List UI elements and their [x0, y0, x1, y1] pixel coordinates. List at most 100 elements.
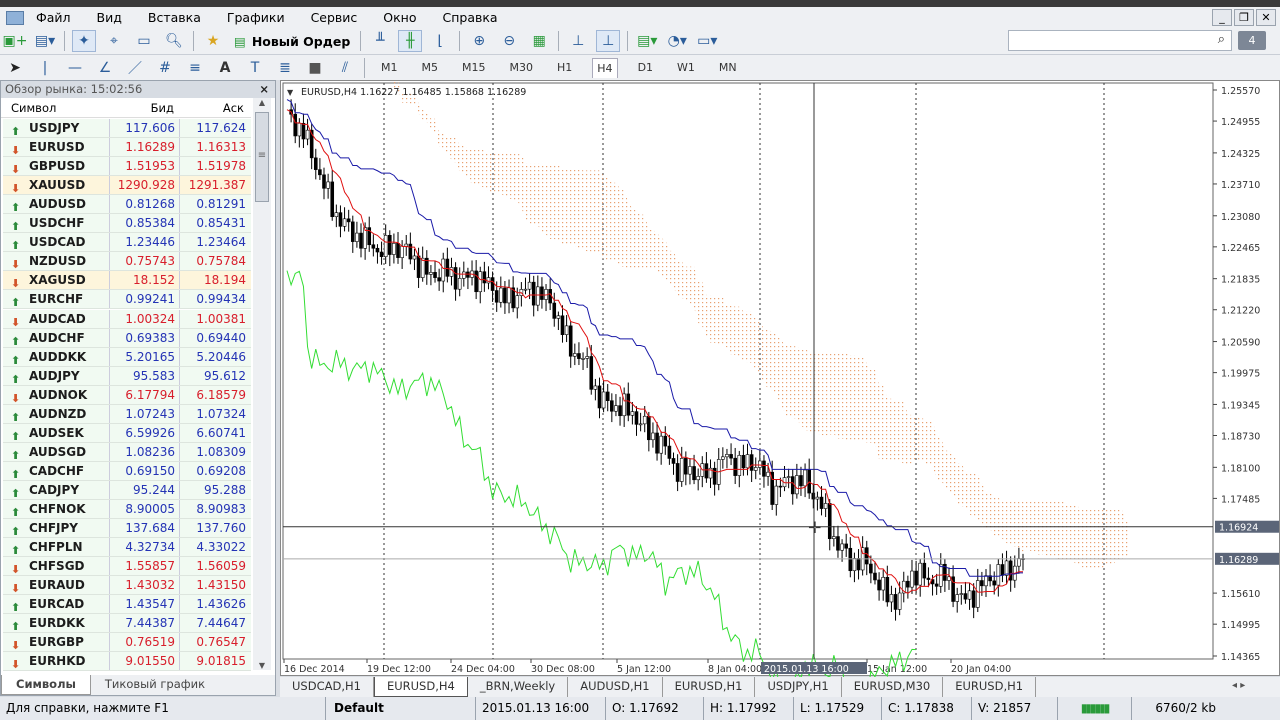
strategy-tester-icon[interactable]: 🔍︎ [165, 33, 183, 49]
candlestick-chart-icon[interactable]: ╫ [398, 30, 423, 52]
market-watch-row[interactable]: ⬇ EURAUD 1.43032 1.43150 [3, 576, 251, 596]
new-chart-icon[interactable]: ▣+ [2, 33, 28, 49]
tf-mn[interactable]: MN [718, 61, 737, 74]
chart-tab[interactable]: USDJPY,H1 [755, 677, 842, 697]
tf-m30[interactable]: M30 [509, 61, 534, 74]
market-watch-row[interactable]: ⬇ GBPUSD 1.51953 1.51978 [3, 157, 251, 177]
market-watch-row[interactable]: ⬆ USDJPY 117.606 117.624 [3, 119, 251, 138]
new-order-button[interactable]: ▤ Новый Ордер [234, 34, 350, 49]
text-label-icon[interactable]: T [250, 59, 260, 76]
tf-w1[interactable]: W1 [677, 61, 695, 74]
horizontal-line-icon[interactable]: — [68, 59, 82, 76]
market-watch-row[interactable]: ⬆ CADCHF 0.69150 0.69208 [3, 461, 251, 481]
market-watch-row[interactable]: ⬆ CHFPLN 4.32734 4.33022 [3, 538, 251, 558]
market-watch-row[interactable]: ⬆ AUDJPY 95.583 95.612 [3, 366, 251, 386]
market-watch-row[interactable]: ⬆ AUDSEK 6.59926 6.60741 [3, 423, 251, 443]
zoom-out-icon[interactable]: ⊖ [503, 33, 516, 49]
tf-h4[interactable]: H4 [592, 57, 618, 78]
market-watch-row[interactable]: ⬇ CHFSGD 1.55857 1.56059 [3, 557, 251, 577]
bar-chart-icon[interactable]: ╨ [376, 33, 385, 49]
tab-scroll-arrows-icon[interactable]: ◂ ▸ [1232, 680, 1246, 691]
menu-help[interactable]: Справка [442, 10, 498, 25]
arrows-icon[interactable]: ≣ [279, 59, 291, 76]
navigator-icon[interactable]: ▭ [137, 33, 151, 49]
chart-tab[interactable]: EURUSD,H1 [663, 677, 756, 697]
channel-icon[interactable]: # [159, 59, 171, 76]
text-icon[interactable]: A [219, 59, 231, 76]
data-window-icon[interactable]: ⌖ [110, 33, 118, 49]
menu-file[interactable]: Файл [36, 10, 71, 25]
tf-m5[interactable]: M5 [421, 61, 439, 74]
scroll-up-icon[interactable]: ▲ [258, 98, 266, 107]
equidistant-icon[interactable]: ⫽ [341, 59, 349, 76]
cursor-icon[interactable]: ➤ [9, 59, 21, 76]
tf-h1[interactable]: H1 [557, 61, 573, 74]
trendline-icon[interactable]: ／ [128, 60, 142, 77]
periods-clock-icon[interactable]: ◔▾ [667, 33, 687, 49]
chart-window[interactable]: 1.25570 1.24955 1.24325 1.23710 1.23080 1.224… [280, 79, 1280, 703]
chart-tab[interactable]: AUDUSD,H1 [568, 677, 663, 697]
market-watch-row[interactable]: ⬆ AUDSGD 1.08236 1.08309 [3, 442, 251, 462]
search-icon[interactable]: ⌕ [1217, 32, 1225, 47]
close-icon[interactable]: × [259, 82, 269, 96]
profiles-icon[interactable]: ▤▾ [34, 33, 56, 49]
chart-shift-icon[interactable]: ⊥ [572, 33, 585, 49]
price-chart[interactable]: 1.25570 1.24955 1.24325 1.23710 1.23080 1.224… [281, 79, 1280, 703]
market-watch-row[interactable]: ⬆ USDCHF 0.85384 0.85431 [3, 214, 251, 234]
messages-button[interactable]: 4 [1238, 31, 1266, 50]
market-watch-row[interactable]: ⬆ EURDKK 7.44387 7.44647 [3, 614, 251, 634]
indicators-icon[interactable]: ▤▾ [637, 33, 658, 49]
fibonacci-icon[interactable]: ≡ [189, 59, 201, 76]
chart-tab[interactable]: EURUSD,H1 [943, 677, 1037, 697]
market-watch-row[interactable]: ⬆ AUDCHF 0.69383 0.69440 [3, 328, 251, 348]
market-watch-row[interactable]: ⬆ CHFNOK 8.90005 8.90983 [3, 500, 251, 519]
market-watch-icon[interactable]: ✦ [72, 30, 96, 52]
angle-icon[interactable]: ∠ [98, 59, 112, 76]
menu-tools[interactable]: Сервис [310, 10, 358, 25]
restore-button[interactable]: ❐ [1234, 9, 1254, 26]
market-watch-row[interactable]: ⬆ AUDUSD 0.81268 0.81291 [3, 195, 251, 215]
market-watch-row[interactable]: ⬇ EURGBP 0.76519 0.76547 [3, 633, 251, 653]
chart-tab[interactable]: _BRN,Weekly [468, 677, 569, 697]
tile-windows-icon[interactable]: ▦ [532, 33, 546, 49]
market-watch-row[interactable]: ⬆ AUDDKK 5.20165 5.20446 [3, 347, 251, 367]
market-watch-row[interactable]: ⬇ EURHKD 9.01550 9.01815 [3, 652, 251, 672]
vertical-line-icon[interactable]: | [42, 59, 48, 76]
menu-charts[interactable]: Графики [226, 10, 285, 25]
market-watch-row[interactable]: ⬆ EURCAD 1.43547 1.43626 [3, 595, 251, 615]
market-watch-row[interactable]: ⬇ XAGUSD 18.152 18.194 [3, 271, 251, 291]
col-symbol[interactable]: Символ [11, 101, 57, 115]
market-watch-row[interactable]: ⬇ EURUSD 1.16289 1.16313 [3, 138, 251, 158]
market-watch-row[interactable]: ⬆ CADJPY 95.244 95.288 [3, 480, 251, 500]
chart-tab[interactable]: EURUSD,M30 [842, 677, 944, 697]
col-ask[interactable]: Аск [222, 101, 244, 115]
market-watch-row[interactable]: ⬆ EURCHF 0.99241 0.99434 [3, 290, 251, 310]
chart-tab[interactable]: EURUSD,H4 [373, 677, 468, 697]
chart-tab[interactable]: USDCAD,H1 [280, 677, 374, 697]
market-watch-row[interactable]: ⬆ USDCAD 1.23446 1.23464 [3, 233, 251, 253]
market-watch-row[interactable]: ⬇ AUDCAD 1.00324 1.00381 [3, 309, 251, 329]
close-button[interactable]: ✕ [1256, 9, 1276, 26]
market-watch-row[interactable]: ⬇ XAUUSD 1290.928 1291.387 [3, 176, 251, 196]
tab-tick-chart[interactable]: Тиковый график [104, 677, 206, 691]
rectangle-icon[interactable]: ■ [308, 59, 322, 76]
favorites-folder-icon[interactable]: ★ [206, 33, 220, 49]
tf-m15[interactable]: M15 [462, 61, 486, 74]
line-chart-icon[interactable]: ⌊ [437, 33, 444, 49]
col-bid[interactable]: Бид [150, 101, 174, 115]
market-watch-row[interactable]: ⬇ NZDUSD 0.75743 0.75784 [3, 252, 251, 272]
templates-icon[interactable]: ▭▾ [697, 33, 718, 49]
menu-view[interactable]: Вид [96, 10, 122, 25]
tab-symbols[interactable]: Символы [1, 675, 91, 695]
auto-scroll-icon[interactable]: ⊥ [596, 30, 621, 52]
zoom-in-icon[interactable]: ⊕ [473, 33, 486, 49]
menu-window[interactable]: Окно [383, 10, 417, 25]
scrollbar[interactable]: ▲ ≡ ▼ [253, 98, 271, 670]
market-watch-row[interactable]: ⬆ AUDNZD 1.07243 1.07324 [3, 404, 251, 424]
market-watch-row[interactable]: ⬆ CHFJPY 137.684 137.760 [3, 519, 251, 539]
search-input[interactable]: ⌕ [1008, 30, 1232, 51]
scroll-down-icon[interactable]: ▼ [258, 661, 266, 670]
tf-m1[interactable]: M1 [381, 61, 398, 74]
scrollbar-thumb[interactable]: ≡ [255, 112, 269, 202]
tf-d1[interactable]: D1 [637, 61, 654, 74]
